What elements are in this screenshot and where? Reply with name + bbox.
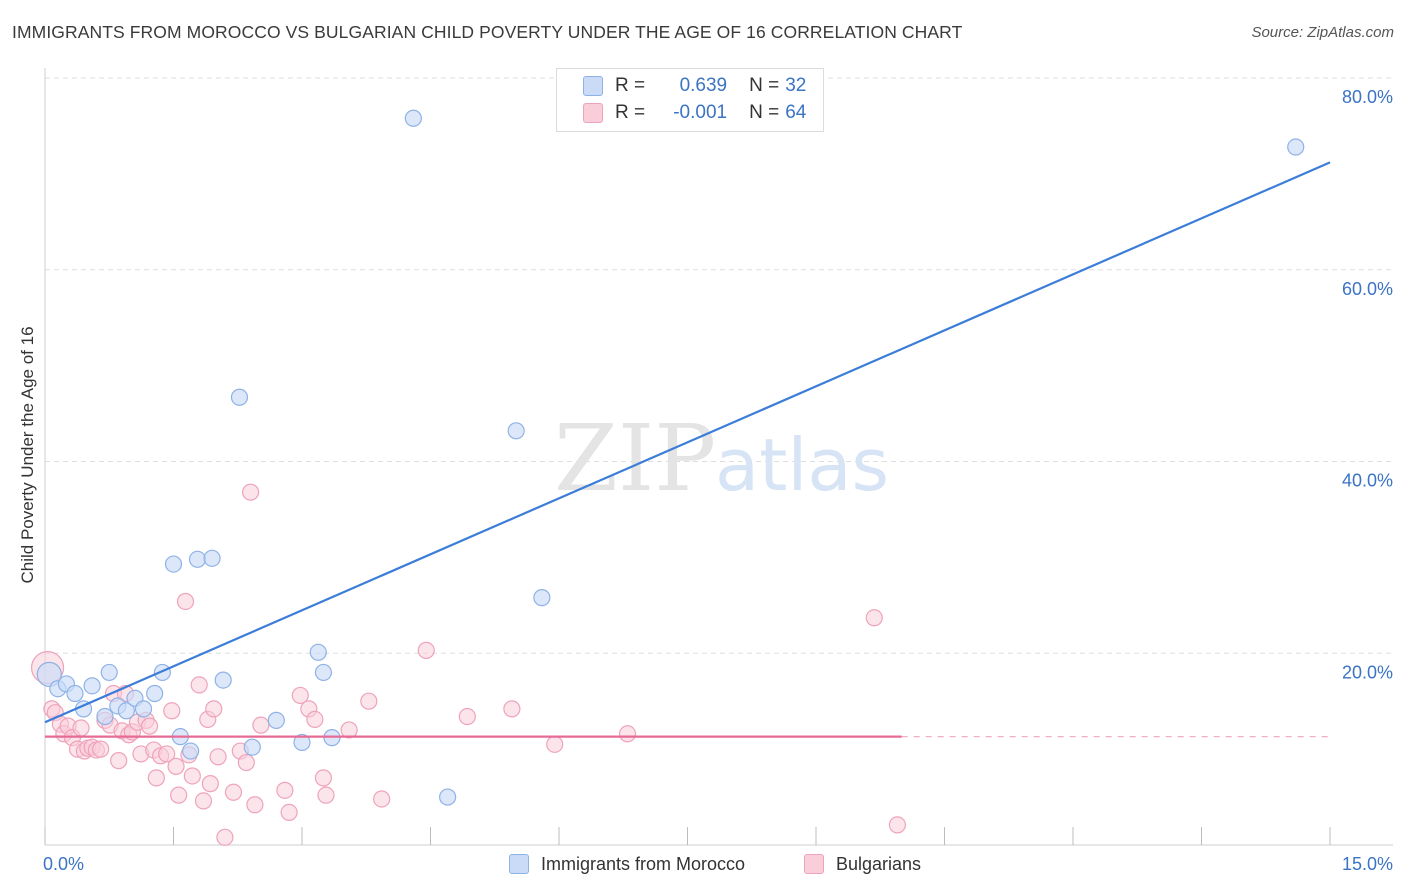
bottom-legend-swatch-blue: [509, 854, 529, 874]
morocco-point: [66, 684, 84, 703]
bulgarians-point: [306, 710, 324, 729]
watermark: ZIP atlas: [554, 405, 889, 512]
bulgarians-point: [147, 769, 165, 787]
legend-swatch-pink: [583, 103, 603, 123]
y-tick-label: 20.0%: [1342, 662, 1393, 682]
bulgarians-point: [317, 786, 335, 804]
legend-row-morocco: R = 0.639 N = 32: [583, 74, 806, 98]
bulgarians-point: [280, 803, 298, 822]
legend-r-label: R =: [615, 102, 646, 123]
bulgarians-point: [252, 716, 270, 734]
bulgarians-point: [92, 740, 110, 758]
bulgarians-point: [163, 702, 181, 720]
bottom-legend-bulgarians: Bulgarians: [804, 852, 921, 876]
legend-n-label: N =: [749, 75, 780, 96]
bulgarians-point: [201, 775, 219, 793]
bulgarians-point: [888, 816, 906, 834]
morocco-point: [117, 702, 135, 720]
morocco-trend-line: [44, 161, 1331, 724]
morocco-point: [293, 733, 311, 752]
bulgarians-point: [373, 790, 391, 808]
legend-r-value: -0.001: [673, 102, 728, 123]
bulgarians-point: [360, 692, 378, 710]
legend-swatch-blue: [583, 76, 603, 96]
morocco-point: [314, 663, 333, 682]
axes: [44, 68, 1393, 846]
grid: [45, 77, 1393, 654]
morocco-point: [134, 700, 153, 718]
morocco-point: [100, 663, 118, 682]
morocco-point: [188, 550, 207, 568]
morocco-point: [203, 549, 221, 567]
bulgarians-point: [546, 735, 564, 753]
x-tick-label: 0.0%: [43, 854, 84, 874]
legend-r-value: 0.639: [679, 75, 728, 96]
legend-row-bulgarians: R = -0.001 N = 64: [583, 101, 806, 125]
bulgarians-point: [224, 783, 243, 801]
bulgarians-point: [183, 767, 201, 785]
bulgarians-point: [291, 686, 309, 705]
morocco-point: [507, 422, 525, 440]
bulgarians-point: [167, 757, 185, 775]
morocco-point: [164, 555, 183, 573]
bulgarians-point: [503, 700, 521, 718]
morocco-point: [36, 661, 62, 687]
bulgarians-point: [276, 781, 294, 799]
y-tick-label: 80.0%: [1342, 87, 1393, 107]
morocco-point: [1287, 138, 1305, 156]
bulgarians-point: [417, 641, 435, 659]
morocco-point: [230, 388, 249, 406]
morocco-point: [243, 738, 261, 756]
bulgarians-point: [158, 745, 176, 763]
morocco-point: [96, 707, 114, 726]
morocco-points: [36, 109, 1305, 806]
bulgarians-point: [72, 719, 90, 737]
chart-title: IMMIGRANTS FROM MOROCCO VS BULGARIAN CHI…: [12, 22, 963, 42]
morocco-point: [533, 589, 551, 607]
y-tick-label: 60.0%: [1342, 279, 1393, 299]
morocco-point: [182, 742, 200, 760]
legend-n-value: 64: [785, 102, 807, 123]
bulgarians-point: [205, 700, 223, 718]
morocco-point: [267, 711, 285, 729]
bulgarians-point: [618, 725, 637, 743]
bottom-legend-label: Bulgarians: [836, 853, 922, 874]
bulgarians-point: [458, 707, 476, 726]
bulgarians-point: [314, 769, 333, 787]
morocco-point: [146, 684, 164, 703]
bulgarians-point: [170, 786, 188, 804]
bulgarians-point: [237, 753, 255, 772]
y-tick-label: 40.0%: [1342, 471, 1393, 491]
bulgarians-point: [216, 828, 234, 846]
bulgarians-point: [176, 592, 195, 611]
source-label: Source: ZipAtlas.com: [1251, 24, 1394, 41]
morocco-point: [404, 109, 422, 127]
bulgarians-point: [209, 748, 227, 766]
morocco-point: [309, 643, 327, 661]
morocco-point: [83, 677, 101, 695]
bulgarians-point: [246, 796, 264, 814]
bottom-legend-swatch-pink: [804, 854, 824, 874]
morocco-point: [439, 788, 457, 806]
bulgarians-point: [865, 609, 883, 627]
legend-n-value: 32: [785, 75, 807, 96]
bulgarians-point: [340, 721, 358, 739]
morocco-point: [214, 671, 232, 689]
bulgarians-point: [194, 792, 213, 810]
legend-r-label: R =: [615, 75, 646, 96]
tick-labels: 20.0% 40.0% 60.0% 80.0% 0.0% 15.0%: [43, 87, 1393, 874]
bottom-legend-label: Immigrants from Morocco: [541, 853, 746, 874]
trend-lines: [44, 161, 1331, 738]
bulgarians-point: [140, 717, 159, 735]
bulgarians-point: [242, 483, 260, 501]
bottom-legend-morocco: Immigrants from Morocco: [509, 852, 745, 876]
x-tick-label: 15.0%: [1342, 854, 1393, 874]
watermark-zip: ZIP: [554, 405, 716, 512]
correlation-legend: R = 0.639 N = 32 R = -0.001 N = 64: [556, 68, 824, 132]
bulgarians-point: [110, 752, 128, 770]
legend-n-label: N =: [749, 102, 780, 123]
bulgarians-point: [190, 676, 208, 694]
watermark-atlas: atlas: [715, 423, 889, 507]
